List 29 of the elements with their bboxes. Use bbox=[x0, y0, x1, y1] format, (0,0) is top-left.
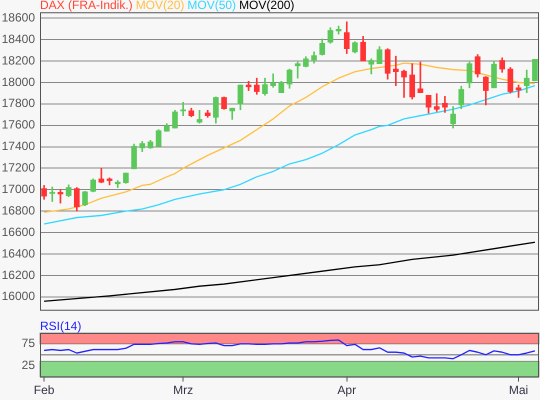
candlestick bbox=[58, 189, 64, 204]
candlestick bbox=[401, 70, 407, 98]
text: MOV(20) bbox=[136, 0, 184, 12]
y-tick-label: 17400 bbox=[2, 139, 36, 154]
y-tick-label: 18000 bbox=[2, 74, 36, 89]
y-tick-label: 18400 bbox=[2, 32, 36, 46]
x-tick-label: Feb bbox=[34, 383, 55, 398]
y-tick-label: 16200 bbox=[2, 268, 36, 282]
y-tick-label: 17800 bbox=[2, 96, 36, 110]
y-tick-label: 25 bbox=[22, 358, 36, 372]
series-label: RSI(14) bbox=[40, 319, 82, 333]
y-tick-label: 16000 bbox=[2, 289, 36, 304]
candlestick bbox=[516, 84, 522, 98]
y-tick-label: 18600 bbox=[2, 10, 36, 24]
y-tick-label: 17200 bbox=[2, 160, 36, 175]
y-tick-label: 18200 bbox=[2, 53, 36, 68]
text: MOV(200) bbox=[239, 0, 294, 12]
y-tick-label: 17000 bbox=[2, 182, 36, 196]
x-tick-label: Mrz bbox=[173, 383, 194, 398]
y-tick-label: 16400 bbox=[2, 246, 36, 260]
candlestick bbox=[442, 96, 448, 113]
x-tick-label: Apr bbox=[337, 383, 356, 398]
y-tick-label: 16600 bbox=[2, 224, 36, 239]
y-tick-label: 75 bbox=[22, 336, 36, 350]
text: MOV(50) bbox=[187, 0, 236, 12]
text: DAX (FRA-Indik.) bbox=[40, 0, 133, 12]
y-tick-label: 17600 bbox=[2, 118, 36, 132]
x-tick-label: Mai bbox=[508, 383, 528, 398]
y-tick-label: 16800 bbox=[2, 203, 36, 218]
